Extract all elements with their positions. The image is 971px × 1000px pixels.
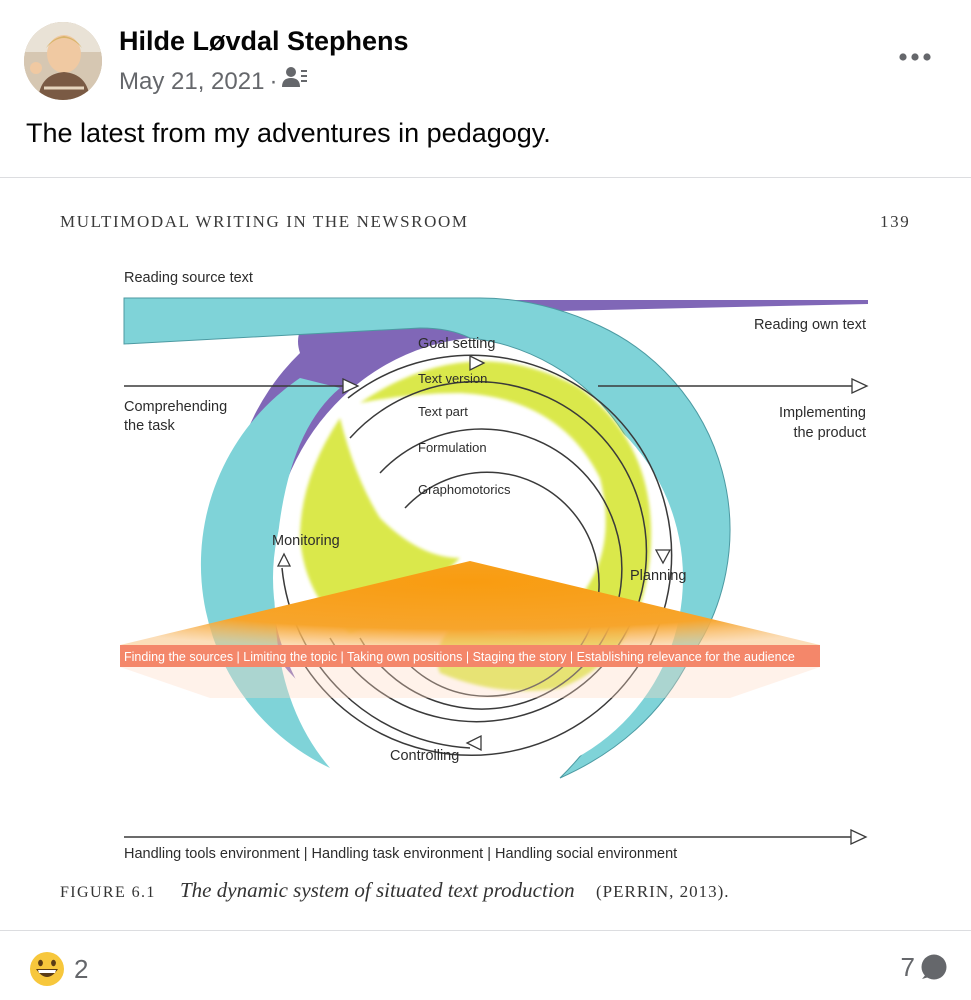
cyan-band: [123, 297, 731, 779]
comment-bubble-icon: [921, 954, 947, 979]
divider: [0, 930, 971, 931]
caption-figure: FIGURE 6.1: [60, 884, 156, 901]
axis-arrows: [124, 385, 858, 838]
more-options-button[interactable]: [895, 44, 935, 70]
label-planning: Planning: [630, 568, 686, 584]
post-header: Hilde Løvdal Stephens May 21, 2021 ·: [0, 0, 971, 110]
divider: [0, 177, 971, 178]
label-implementing-1: Implementing: [779, 405, 866, 421]
post-meta: May 21, 2021 ·: [119, 66, 308, 97]
comment-count: 7: [900, 952, 915, 982]
label-goal-setting: Goal setting: [418, 336, 495, 352]
more-options-icon: [899, 53, 931, 61]
label-controlling: Controlling: [390, 748, 459, 764]
label-text-part: Text part: [418, 404, 468, 419]
reactions-summary[interactable]: 2: [28, 950, 88, 988]
orange-triangle: [120, 561, 820, 645]
band-text: Finding the sources | Limiting the topic…: [124, 650, 795, 664]
running-head: MULTIMODAL WRITING IN THE NEWSROOM: [60, 212, 469, 231]
label-comprehending-2: the task: [124, 418, 176, 434]
attached-photo[interactable]: MULTIMODAL WRITING IN THE NEWSROOM 139 F…: [0, 178, 971, 930]
reaction-count: 2: [74, 953, 89, 984]
post-text: The latest from my adventures in pedagog…: [26, 118, 551, 148]
caption-title: The dynamic system of situated text prod…: [180, 878, 575, 902]
label-implementing-2: the product: [793, 425, 866, 441]
label-environment: Handling tools environment | Handling ta…: [124, 846, 677, 862]
label-text-version: Text version: [418, 371, 487, 386]
label-reading-source: Reading source text: [124, 270, 253, 286]
page-number: 139: [880, 212, 910, 231]
comments-summary[interactable]: 7: [901, 952, 947, 983]
friends-audience-icon[interactable]: [282, 66, 308, 97]
label-monitoring: Monitoring: [272, 533, 340, 549]
label-formulation: Formulation: [418, 440, 487, 455]
activities-band: [120, 645, 820, 667]
caption-cite: (PERRIN, 2013).: [596, 882, 730, 901]
author-avatar[interactable]: [24, 22, 102, 100]
grinning-face-emoji-icon: [30, 952, 64, 986]
meta-separator: ·: [269, 67, 278, 95]
label-comprehending-1: Comprehending: [124, 399, 227, 415]
post-date[interactable]: May 21, 2021: [119, 67, 265, 95]
label-graphomotorics: Graphomotorics: [418, 482, 511, 497]
author-name[interactable]: Hilde Løvdal Stephens: [119, 26, 409, 56]
label-reading-own: Reading own text: [754, 317, 866, 333]
